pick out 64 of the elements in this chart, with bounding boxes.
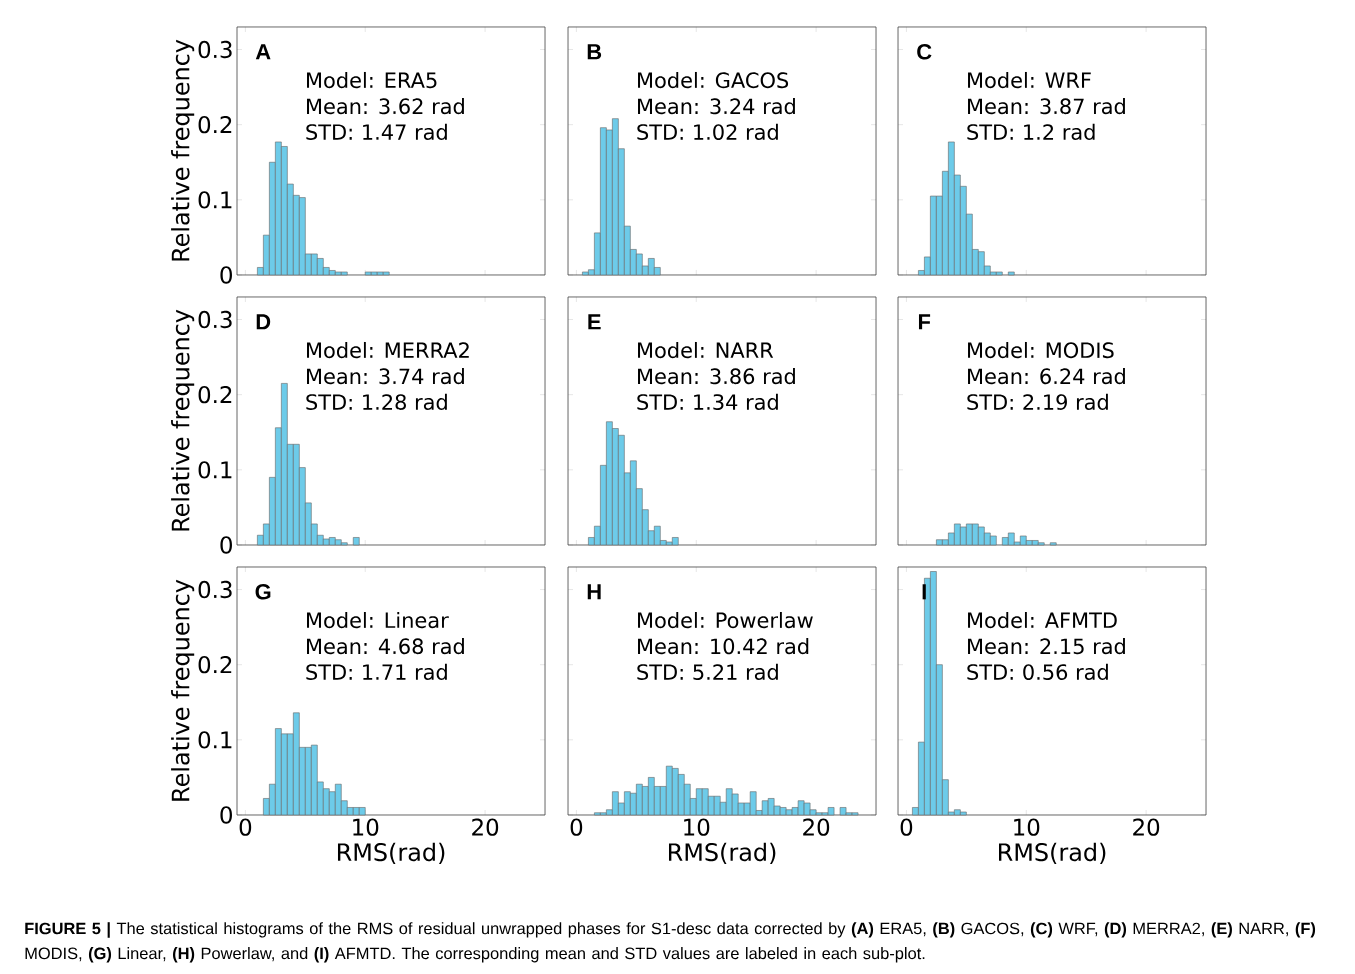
x-tick-label: 0: [570, 818, 583, 836]
annotation: STD: 1.02 rad: [637, 123, 778, 140]
annotation: STD: 1.71 rad: [306, 663, 447, 680]
y-tick-label: 0.2: [198, 386, 232, 404]
y-tick-label: 0: [220, 806, 232, 824]
annotation: Model: Linear: [307, 611, 449, 629]
y-tick-label: 0.2: [198, 656, 232, 674]
y-axis-title: Relative frequency: [171, 309, 195, 531]
y-tick-label: 0.3: [198, 40, 232, 59]
y-axis-title: Relative frequency: [171, 39, 195, 261]
annotation: STD: 1.34 rad: [637, 393, 778, 410]
annotation: Mean: 3.62 rad: [307, 98, 464, 115]
annotation: STD: 1.28 rad: [306, 393, 447, 410]
x-tick-label: 10: [1014, 818, 1040, 836]
annotation: STD: 5.21 rad: [637, 663, 778, 680]
annotation: Mean: 2.15 rad: [968, 638, 1125, 655]
annotation: STD: 2.19 rad: [967, 393, 1108, 410]
annotation: STD: 1.2 rad: [967, 123, 1095, 140]
y-tick-label: 0.1: [198, 461, 232, 479]
annotation: Mean: 3.86 rad: [638, 368, 795, 385]
x-tick-label: 10: [353, 818, 379, 836]
x-tick-label: 20: [1133, 818, 1160, 836]
annotation: Model: NARR: [638, 341, 774, 359]
x-tick-label: 0: [239, 818, 252, 836]
x-tick-label: 20: [803, 818, 830, 836]
annotation: Model: GACOS: [638, 71, 789, 89]
y-tick-label: 0.1: [198, 191, 232, 209]
x-axis-title: RMS(rad): [999, 842, 1106, 865]
annotation: Model: AFMTD: [968, 611, 1117, 629]
y-axis-title: Relative frequency: [171, 579, 195, 801]
annotation: Mean: 10.42 rad: [638, 638, 809, 655]
y-tick-label: 0: [220, 266, 232, 284]
text: C: [917, 44, 932, 60]
text: E: [588, 314, 601, 330]
x-axis-title: RMS(rad): [337, 842, 445, 865]
x-axis-title: RMS(rad): [668, 842, 776, 865]
text: D: [256, 314, 271, 330]
annotation: Mean: 4.68 rad: [307, 638, 464, 655]
annotation: STD: 0.56 rad: [967, 663, 1108, 680]
y-tick-label: 0.2: [198, 116, 232, 134]
annotation: Model: MODIS: [968, 341, 1114, 359]
text: F: [918, 314, 931, 330]
x-tick-label: 10: [684, 818, 710, 836]
text: G: [255, 584, 271, 600]
y-tick-label: 0.3: [198, 310, 232, 329]
annotation: Model: Powerlaw: [638, 611, 813, 629]
text: H: [587, 584, 601, 600]
annotation: Model: MERRA2: [307, 341, 469, 359]
y-tick-label: 0.3: [198, 580, 232, 599]
text: B: [587, 44, 602, 60]
x-tick-label: 0: [900, 818, 913, 836]
annotation: Model: ERA5: [307, 71, 437, 89]
text: I: [922, 584, 926, 600]
x-tick-label: 20: [472, 818, 499, 836]
annotation: Mean: 3.24 rad: [638, 98, 795, 115]
annotation: Mean: 6.24 rad: [968, 368, 1125, 385]
annotation: Model: WRF: [968, 71, 1091, 89]
annotation: Mean: 3.87 rad: [968, 98, 1125, 115]
annotation: STD: 1.47 rad: [306, 123, 447, 140]
annotation: Mean: 3.74 rad: [307, 368, 464, 385]
text: A: [255, 44, 271, 60]
text: FIGURE 5 | The statistical histograms of the RMS of residual unwrapped phases for S1-desc data corrected by (A) ERA5, (B) GACOS, (C) WRF, (D) MERRA2, (E) NARR, (F) MODIS, (G) Linear, (H) Powerlaw, and (I) AFMTD. The corresponding mean and STD values are labeled in each sub-plot.: [25, 922, 1316, 963]
y-tick-label: 0: [220, 536, 232, 554]
y-tick-label: 0.1: [198, 731, 232, 749]
